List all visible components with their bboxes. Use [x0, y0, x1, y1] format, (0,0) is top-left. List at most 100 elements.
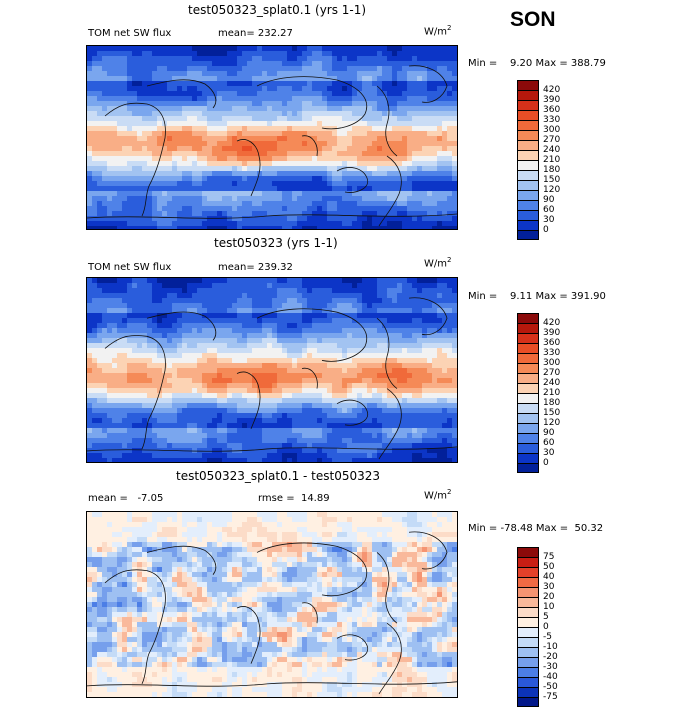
colorbar-tick-label: 75: [543, 553, 554, 562]
panel-3-title: test050323_splat0.1 - test050323: [176, 469, 380, 483]
colorbar-tick-label: -75: [543, 693, 558, 702]
colorbar-swatch: [517, 627, 539, 637]
panel-2-mean-label: mean= 239.32: [218, 262, 293, 273]
colorbar-tick-label: 30: [543, 216, 554, 225]
colorbar-tick-label: 90: [543, 196, 554, 205]
colorbar-swatch: [517, 403, 539, 413]
panel-2-title: test050323 (yrs 1-1): [214, 236, 338, 250]
colorbar-swatch: [517, 413, 539, 423]
colorbar-tick-label: 360: [543, 106, 560, 115]
colorbar-tick-label: 420: [543, 319, 560, 328]
colorbar-tick-label: 0: [543, 459, 549, 468]
colorbar-tick-label: 120: [543, 186, 560, 195]
colorbar-swatch: [517, 667, 539, 677]
colorbar-swatch: [517, 557, 539, 567]
colorbar-tick-label: 30: [543, 449, 554, 458]
colorbar-swatch: [517, 697, 539, 707]
colorbar-tick-label: 270: [543, 136, 560, 145]
colorbar-swatch: [517, 453, 539, 463]
colorbar-tick-label: 210: [543, 156, 560, 165]
colorbar-tick-label: 5: [543, 613, 549, 622]
colorbar-swatch: [517, 210, 539, 220]
colorbar-swatch: [517, 110, 539, 120]
colorbar-swatch: [517, 463, 539, 473]
colorbar-swatch: [517, 220, 539, 230]
colorbar-tick-label: -50: [543, 683, 558, 692]
panel-3-mean-label: mean = -7.05: [88, 493, 163, 504]
colorbar-tick-label: 150: [543, 176, 560, 185]
colorbar-tick-label: 0: [543, 226, 549, 235]
colorbar-tick-label: 420: [543, 86, 560, 95]
colorbar-tick-label: 20: [543, 593, 554, 602]
panel-1-variable-label: TOM net SW flux: [88, 28, 171, 39]
panel-1-map-field: [87, 46, 457, 229]
colorbar-swatch: [517, 200, 539, 210]
panel-1-title: test050323_splat0.1 (yrs 1-1): [188, 3, 366, 17]
colorbar-tick-label: 390: [543, 96, 560, 105]
colorbar-tick-label: -10: [543, 643, 558, 652]
panel-2-variable-label: TOM net SW flux: [88, 262, 171, 273]
panel-2-map: [86, 277, 458, 463]
colorbar-tick-label: 300: [543, 359, 560, 368]
colorbar-swatch: [517, 657, 539, 667]
colorbar-swatch: [517, 547, 539, 557]
colorbar-tick-label: 10: [543, 603, 554, 612]
colorbar-tick-label: 390: [543, 329, 560, 338]
colorbar-swatch: [517, 433, 539, 443]
panel-2-minmax: Min = 9.11 Max = 391.90: [468, 291, 606, 302]
colorbar-swatch: [517, 383, 539, 393]
colorbar-tick-label: 360: [543, 339, 560, 348]
colorbar-tick-label: 180: [543, 166, 560, 175]
colorbar-tick-label: 120: [543, 419, 560, 428]
colorbar-swatch: [517, 190, 539, 200]
panel-1-mean-label: mean= 232.27: [218, 28, 293, 39]
colorbar-swatch: [517, 90, 539, 100]
colorbar-swatch: [517, 597, 539, 607]
colorbar-swatch: [517, 687, 539, 697]
colorbar-tick-label: 300: [543, 126, 560, 135]
colorbar-swatch: [517, 150, 539, 160]
colorbar-swatch: [517, 180, 539, 190]
panel-2-map-field: [87, 278, 457, 462]
colorbar-swatch: [517, 80, 539, 90]
colorbar-swatch: [517, 333, 539, 343]
colorbar-swatch: [517, 637, 539, 647]
colorbar-swatch: [517, 323, 539, 333]
colorbar-swatch: [517, 120, 539, 130]
panel-3-map: [86, 511, 458, 698]
colorbar-tick-label: 180: [543, 399, 560, 408]
season-label: SON: [510, 8, 556, 32]
panel-1-map: [86, 45, 458, 230]
colorbar-tick-label: 90: [543, 429, 554, 438]
colorbar-tick-label: -40: [543, 673, 558, 682]
panel-3-minmax: Min = -78.48 Max = 50.32: [468, 523, 603, 534]
colorbar-swatch: [517, 363, 539, 373]
colorbar-tick-label: 210: [543, 389, 560, 398]
colorbar-swatch: [517, 160, 539, 170]
colorbar-tick-label: 0: [543, 623, 549, 632]
colorbar-tick-label: 240: [543, 146, 560, 155]
colorbar-tick-label: 30: [543, 583, 554, 592]
colorbar-tick-label: 240: [543, 379, 560, 388]
colorbar-swatch: [517, 100, 539, 110]
colorbar-swatch: [517, 607, 539, 617]
colorbar-tick-label: 330: [543, 116, 560, 125]
colorbar-tick-label: 330: [543, 349, 560, 358]
colorbar-tick-label: 60: [543, 439, 554, 448]
colorbar-swatch: [517, 587, 539, 597]
colorbar-swatch: [517, 423, 539, 433]
colorbar-swatch: [517, 353, 539, 363]
panel-3-units: W/m2: [424, 488, 451, 501]
colorbar-tick-label: -5: [543, 633, 552, 642]
colorbar-swatch: [517, 230, 539, 240]
colorbar-swatch: [517, 393, 539, 403]
colorbar-swatch: [517, 343, 539, 353]
panel-1-minmax: Min = 9.20 Max = 388.79: [468, 58, 606, 69]
colorbar-swatch: [517, 373, 539, 383]
colorbar-tick-label: -30: [543, 663, 558, 672]
panel-3-map-field: [87, 512, 457, 697]
colorbar-swatch: [517, 140, 539, 150]
colorbar-tick-label: -20: [543, 653, 558, 662]
panel-3-rmse-label: rmse = 14.89: [258, 493, 330, 504]
colorbar-swatch: [517, 443, 539, 453]
